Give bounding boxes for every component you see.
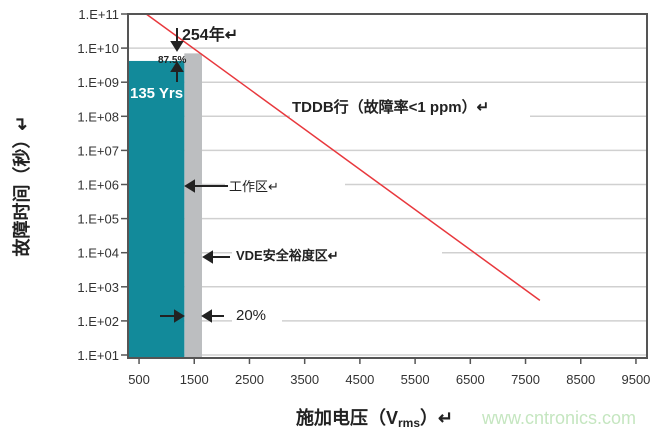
x-axis-label-end: ）↵ bbox=[420, 408, 453, 428]
x-tick-label: 5500 bbox=[401, 372, 430, 387]
label-working-zone: 工作区↵ bbox=[229, 179, 279, 194]
x-axis-label-main: 施加电压（V bbox=[296, 407, 398, 428]
y-tick-label: 1.E+05 bbox=[77, 212, 119, 227]
x-axis-label: 施加电压（Vrms）↵ bbox=[296, 407, 453, 430]
y-tick-label: 1.E+09 bbox=[77, 75, 119, 90]
annotation-254-years: 254年↵ bbox=[182, 25, 238, 44]
x-tick-label: 3500 bbox=[290, 372, 319, 387]
legend-tddb-line: TDDB行（故障率<1 ppm）↵ bbox=[292, 98, 489, 116]
x-tick-label: 500 bbox=[128, 372, 150, 387]
x-tick-label: 8500 bbox=[566, 372, 595, 387]
x-tick-label: 7500 bbox=[511, 372, 540, 387]
y-tick-label: 1.E+07 bbox=[77, 143, 119, 158]
annotation-20-percent: 20% bbox=[236, 307, 266, 324]
region-bar bbox=[184, 53, 202, 359]
label-vde-margin-zone: VDE安全裕度区↵ bbox=[236, 248, 339, 263]
x-tick-label: 9500 bbox=[621, 372, 650, 387]
x-tick-label: 2500 bbox=[235, 372, 264, 387]
y-tick-label: 1.E+10 bbox=[77, 41, 119, 56]
y-axis-label: 故障时间（秒）↵ bbox=[11, 115, 32, 256]
plot-frame bbox=[127, 13, 648, 359]
x-axis-label-sub: rms bbox=[398, 416, 420, 430]
y-tick-label: 1.E+04 bbox=[77, 246, 119, 261]
y-tick-label: 1.E+02 bbox=[77, 314, 119, 329]
y-tick-label: 1.E+06 bbox=[77, 178, 119, 193]
y-tick-label: 1.E+01 bbox=[77, 348, 119, 363]
x-tick-label: 4500 bbox=[345, 372, 374, 387]
y-tick-label: 1.E+03 bbox=[77, 280, 119, 295]
x-tick-label: 1500 bbox=[180, 372, 209, 387]
annotation-87-5-percent: 87.5% bbox=[158, 55, 186, 66]
watermark: www.cntronics.com bbox=[481, 408, 636, 428]
region-bar bbox=[128, 60, 185, 358]
y-tick-label: 1.E+11 bbox=[78, 7, 119, 22]
series-line bbox=[145, 13, 541, 301]
annotation-135-years: 135 Yrs bbox=[130, 85, 183, 102]
y-tick-label: 1.E+08 bbox=[77, 109, 119, 124]
arrows bbox=[160, 28, 230, 323]
x-tick-label: 6500 bbox=[456, 372, 485, 387]
